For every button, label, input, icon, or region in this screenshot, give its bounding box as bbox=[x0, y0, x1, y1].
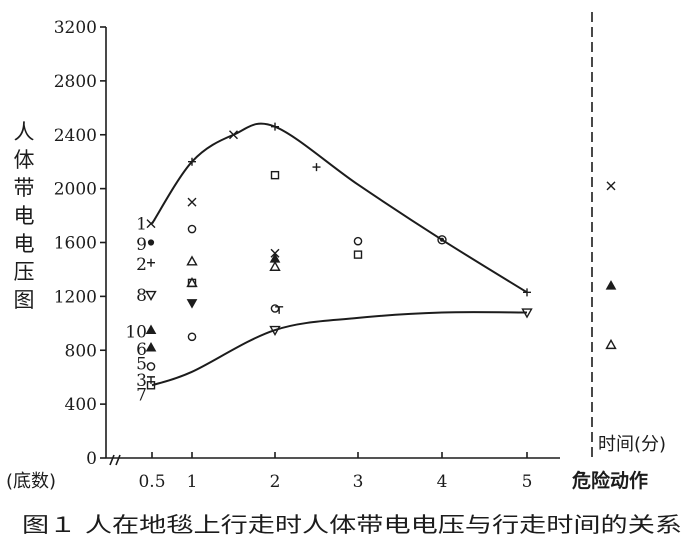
figure-caption: 图１ 人在地毯上行走时人体带电电压与行走时间的关系 bbox=[22, 513, 682, 537]
y-tick-label: 400 bbox=[65, 395, 97, 415]
y-axis-label-char: 人 bbox=[13, 120, 35, 144]
data-point-plus bbox=[312, 163, 321, 172]
x-tick-labels: 0.5 1 2 3 4 5 bbox=[138, 472, 532, 492]
data-point-square bbox=[146, 381, 156, 390]
data-point-plus bbox=[147, 258, 155, 267]
data-point-tri bbox=[186, 276, 198, 288]
x-tick-label: 1 bbox=[187, 472, 198, 492]
data-markers bbox=[145, 122, 617, 390]
y-axis-label-char: 带 bbox=[13, 176, 35, 200]
danger-action-label: 危险动作 bbox=[572, 469, 648, 492]
sample-number-label: 10 bbox=[125, 322, 147, 342]
x-tick-label: 3 bbox=[353, 472, 364, 492]
envelope-curves bbox=[151, 122, 528, 387]
data-point-square bbox=[353, 250, 363, 259]
sample-number-label: 1 bbox=[136, 215, 147, 235]
sample-number-label: 3 bbox=[136, 371, 147, 391]
sample-number-label: 2 bbox=[136, 255, 147, 275]
y-tick-label: 2400 bbox=[54, 126, 97, 146]
data-point-circle bbox=[187, 224, 197, 234]
lower-envelope-line bbox=[151, 311, 528, 387]
upper-envelope-line bbox=[151, 122, 528, 294]
y-axis-label-char: 体 bbox=[13, 148, 35, 172]
y-axis-label-char: 图 bbox=[13, 288, 35, 312]
data-point-tri-fd bbox=[186, 299, 198, 309]
y-tick-label: 2000 bbox=[54, 180, 97, 200]
data-point-T bbox=[147, 376, 155, 384]
data-point-x bbox=[606, 181, 616, 191]
y-axis-label-char: 电 bbox=[13, 204, 35, 228]
y-tick-label: 1600 bbox=[54, 234, 97, 254]
x-tick-label: 2 bbox=[270, 472, 281, 492]
data-point-tri-f bbox=[145, 342, 157, 352]
data-point-circle bbox=[187, 332, 197, 342]
data-point-tri-f bbox=[605, 280, 617, 290]
x-prefix-label: (底数) bbox=[6, 471, 56, 492]
y-tick-label: 0 bbox=[86, 449, 97, 469]
data-point-dot bbox=[147, 239, 155, 246]
y-tick-labels: 0 400 800 1200 1600 2000 2400 2800 3200 bbox=[54, 18, 97, 469]
y-axis-label-char: 压 bbox=[13, 260, 35, 284]
sample-number-label: 8 bbox=[136, 286, 147, 306]
data-point-square bbox=[270, 170, 280, 180]
data-point-plus bbox=[271, 122, 279, 131]
data-point-tri bbox=[186, 255, 198, 266]
data-point-tri-f bbox=[145, 324, 157, 335]
data-point-x bbox=[229, 130, 238, 140]
y-tick-label: 3200 bbox=[54, 18, 97, 38]
x-axis-label: 时间(分) bbox=[598, 434, 666, 455]
data-point-tri bbox=[269, 260, 281, 271]
data-point-T bbox=[275, 306, 284, 314]
data-point-circle-dot bbox=[437, 235, 447, 245]
data-point-plus bbox=[523, 288, 531, 297]
data-point-tri-down bbox=[269, 325, 281, 336]
y-axis-label-char: 电 bbox=[13, 232, 35, 256]
sample-number-label: 9 bbox=[136, 235, 147, 255]
x-tick-label: 4 bbox=[437, 472, 448, 492]
data-point-plus bbox=[188, 157, 196, 166]
sample-number-label: 6 bbox=[136, 340, 147, 360]
y-tick-label: 2800 bbox=[54, 72, 97, 92]
chart-axes bbox=[100, 26, 560, 466]
data-point-tri bbox=[605, 338, 617, 350]
axis-break-mark bbox=[109, 454, 121, 466]
y-axis-label: 人体带电电压图 bbox=[12, 118, 36, 314]
x-tick-label: 0.5 bbox=[138, 472, 165, 492]
data-point-circle bbox=[353, 236, 363, 246]
sample-number-label: 5 bbox=[136, 355, 147, 375]
data-point-circle bbox=[270, 304, 280, 313]
data-point-x bbox=[146, 219, 156, 229]
data-point-x bbox=[187, 197, 197, 207]
data-point-circle bbox=[146, 362, 156, 371]
data-point-tri-down bbox=[145, 290, 157, 301]
sample-number-label: 7 bbox=[136, 386, 147, 406]
data-point-tri-down bbox=[521, 308, 533, 319]
y-tick-label: 800 bbox=[65, 341, 97, 361]
x-tick-label: 5 bbox=[522, 472, 533, 492]
y-tick-label: 1200 bbox=[54, 287, 97, 307]
